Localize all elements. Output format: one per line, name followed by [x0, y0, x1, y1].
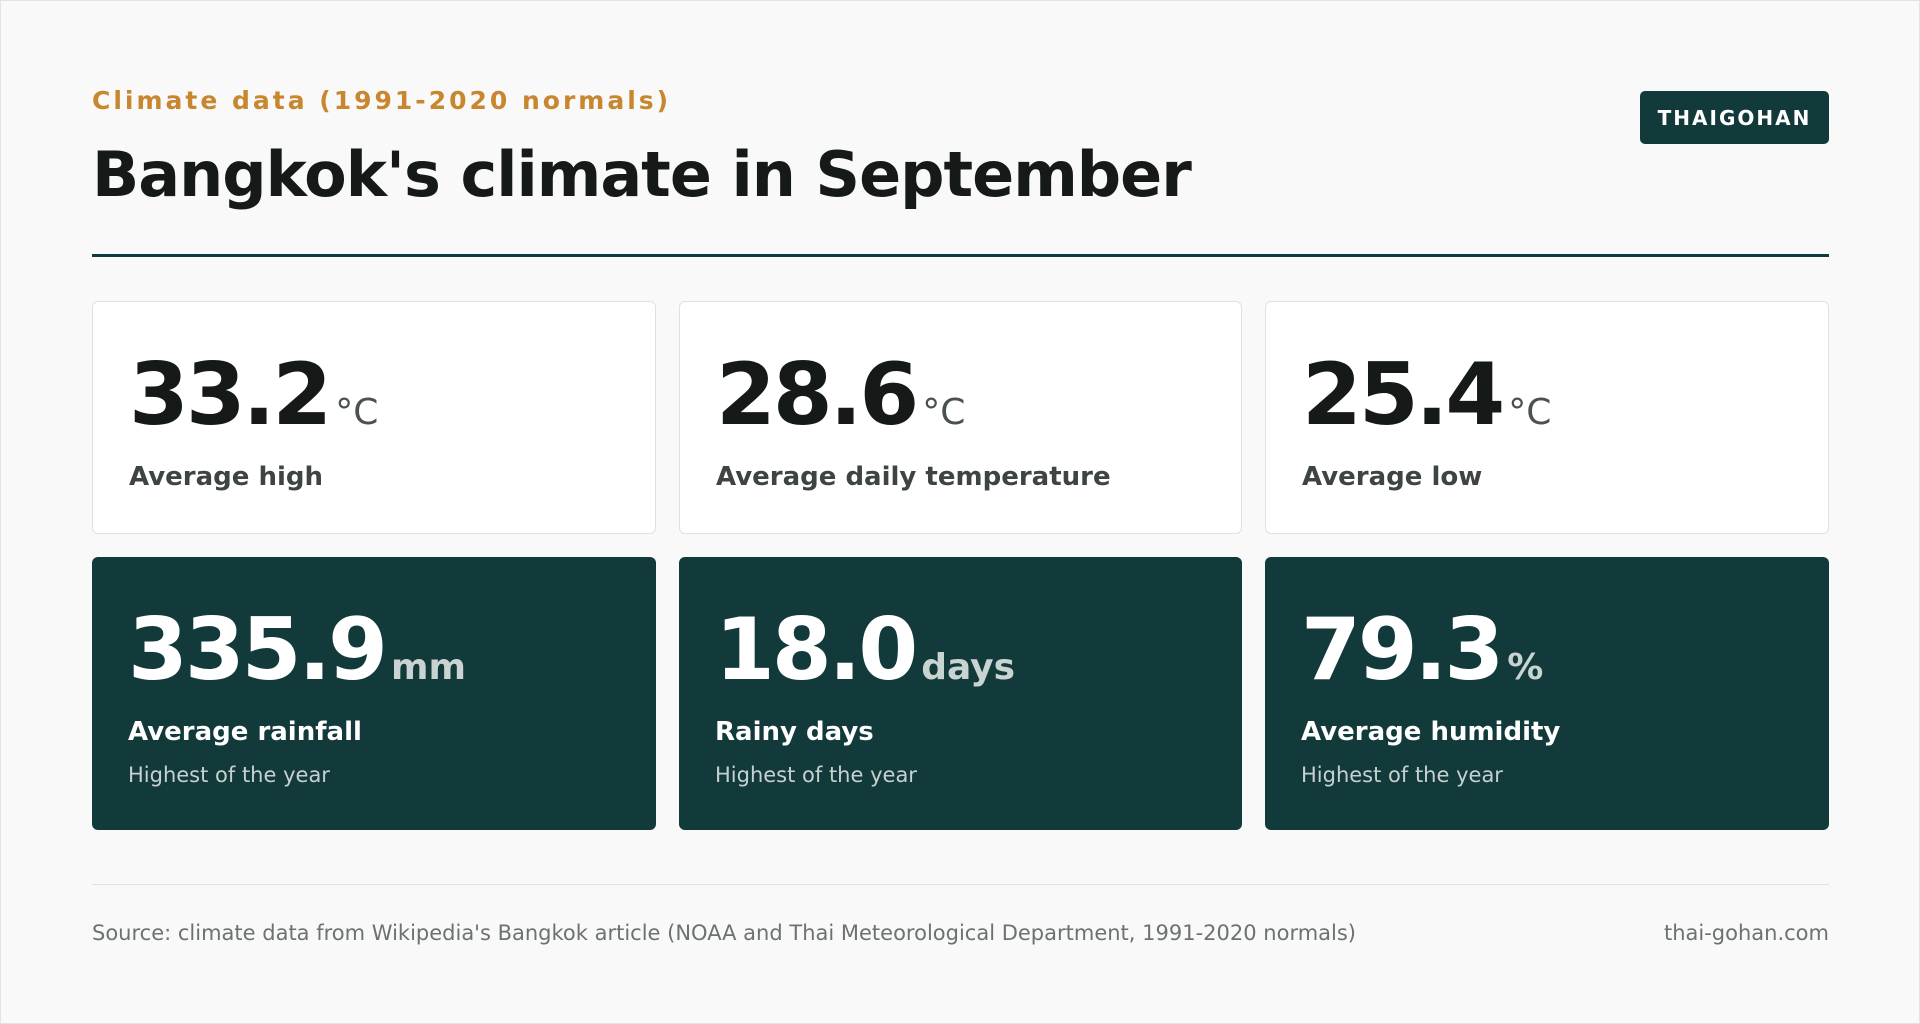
stat-unit: °C	[1508, 392, 1552, 433]
stat-card-average-low: 25.4 °C Average low	[1265, 301, 1829, 534]
stat-card-average-daily-temperature: 28.6 °C Average daily temperature	[679, 301, 1242, 534]
stat-label: Average humidity	[1301, 717, 1561, 747]
stat-label: Average high	[129, 462, 323, 492]
stat-card-rainy-days: 18.0 days Rainy days Highest of the year	[679, 557, 1242, 830]
stat-value: 18.0	[715, 600, 918, 700]
brand-badge: THAIGOHAN	[1640, 91, 1829, 144]
stat-note: Highest of the year	[715, 763, 917, 787]
stat-label: Rainy days	[715, 717, 874, 747]
site-url: thai-gohan.com	[1663, 921, 1829, 945]
eyebrow-label: Climate data (1991-2020 normals)	[92, 86, 672, 115]
stat-label: Average low	[1302, 462, 1483, 492]
stat-note: Highest of the year	[1301, 763, 1503, 787]
stat-unit: °C	[335, 392, 379, 433]
stat-card-average-humidity: 79.3 % Average humidity Highest of the y…	[1265, 557, 1829, 830]
header-divider	[92, 254, 1829, 257]
stat-card-average-rainfall: 335.9 mm Average rainfall Highest of the…	[92, 557, 656, 830]
stat-card-average-high: 33.2 °C Average high	[92, 301, 656, 534]
stat-value: 28.6	[716, 345, 919, 445]
page-title: Bangkok's climate in September	[92, 138, 1192, 211]
stat-unit: mm	[391, 647, 467, 688]
stat-value: 33.2	[129, 345, 332, 445]
source-note: Source: climate data from Wikipedia's Ba…	[92, 921, 1356, 945]
stat-note: Highest of the year	[128, 763, 330, 787]
stat-unit: °C	[922, 392, 966, 433]
stat-value: 25.4	[1302, 345, 1505, 445]
stat-value: 335.9	[128, 600, 388, 700]
stat-unit: days	[921, 647, 1016, 688]
footer-divider	[92, 884, 1829, 885]
stat-label: Average daily temperature	[716, 462, 1111, 492]
stat-unit: %	[1507, 647, 1544, 688]
stat-label: Average rainfall	[128, 717, 362, 747]
stat-value: 79.3	[1301, 600, 1504, 700]
